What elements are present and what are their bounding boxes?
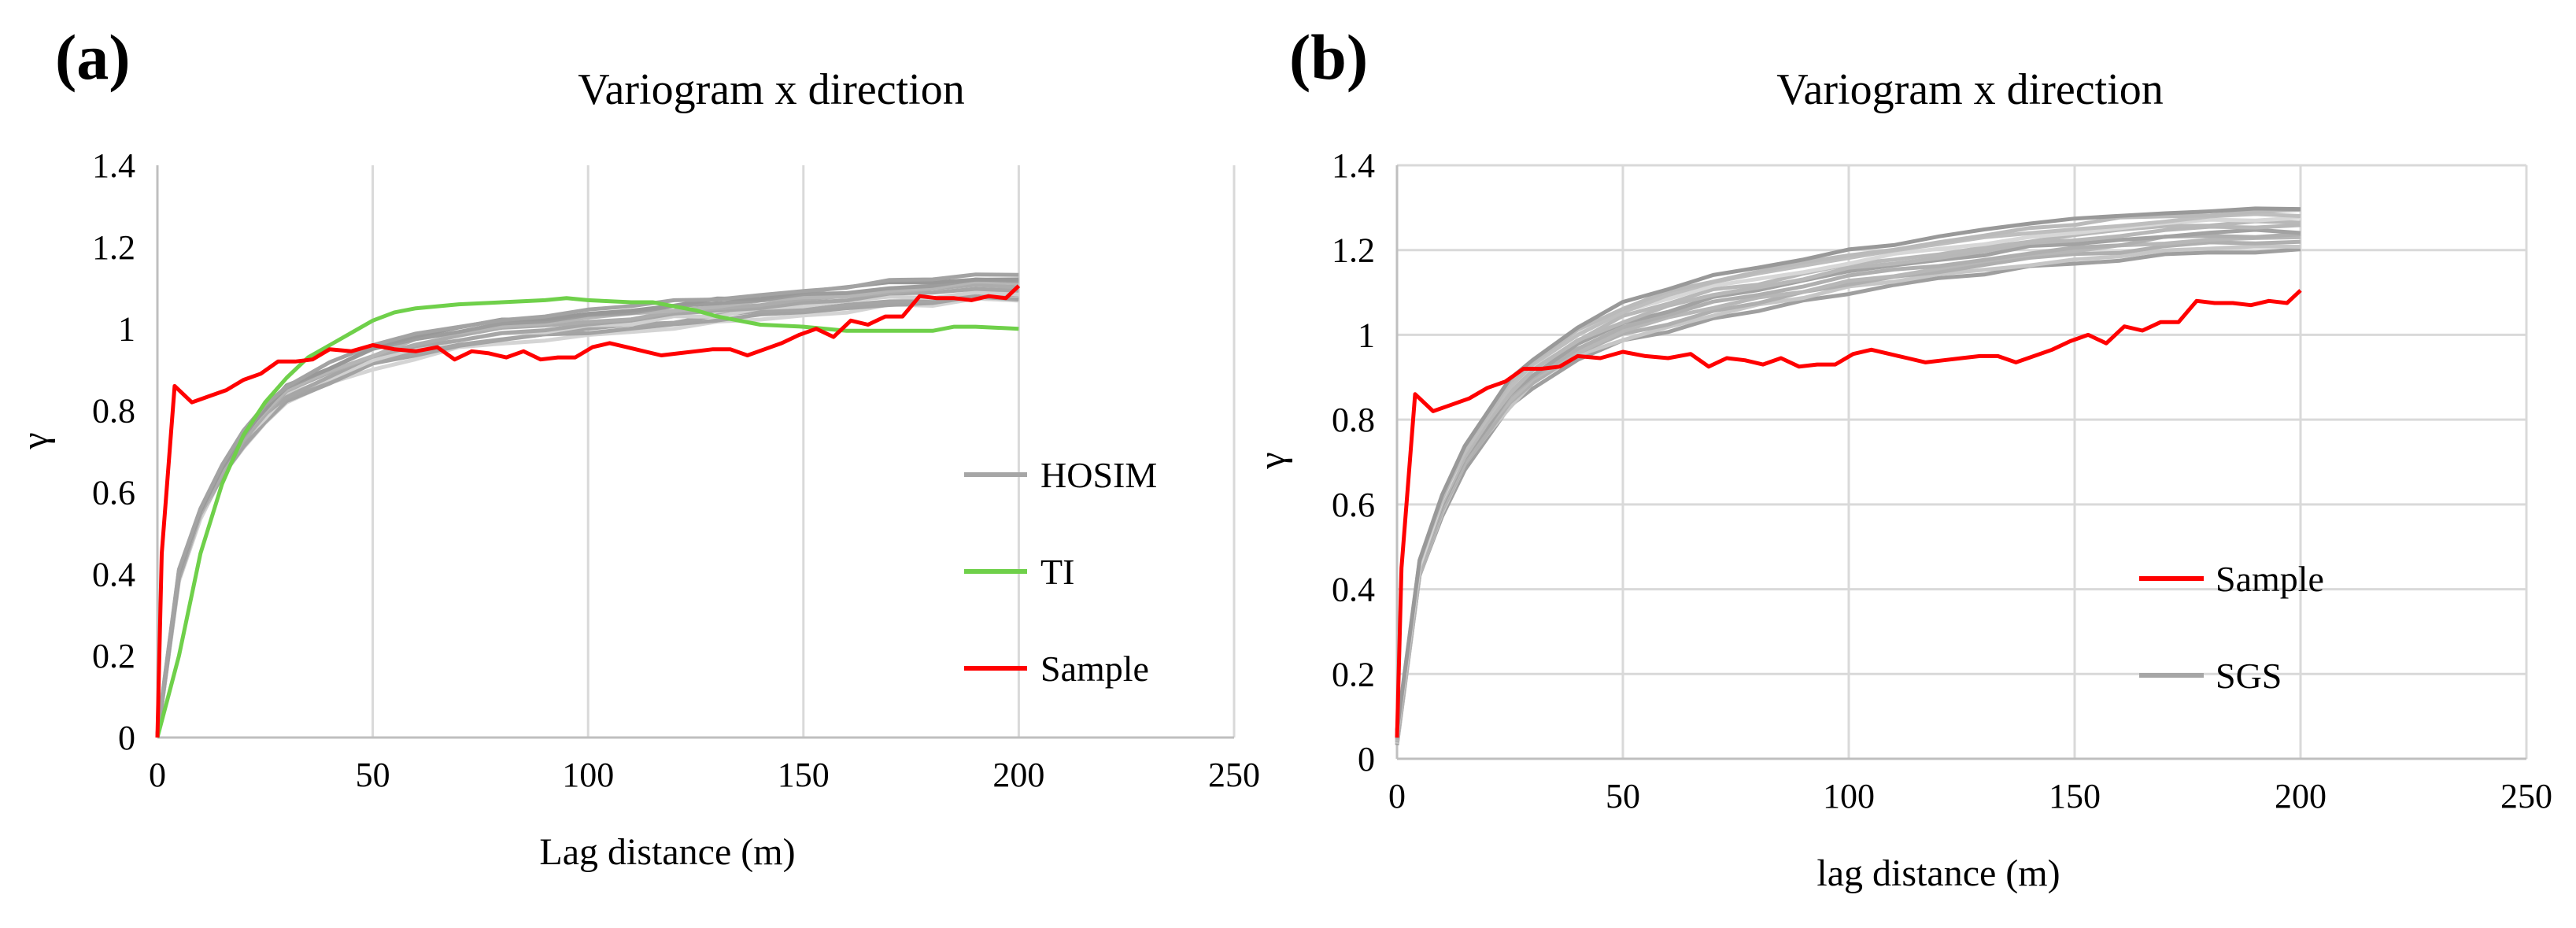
x-tick-label: 100	[1823, 777, 1875, 815]
chart-panel-b: (b) Variogram x direction lag distance (…	[1251, 21, 2552, 894]
x-tick-label: 200	[992, 756, 1044, 794]
x-tick-label: 0	[1388, 777, 1406, 815]
y-tick-label: 0	[118, 719, 135, 757]
y-tick-label: 1	[1358, 316, 1375, 354]
x-tick-label: 150	[2049, 777, 2101, 815]
legend-label-sgs: SGS	[2216, 656, 2282, 696]
x-axis-label-b: lag distance (m)	[1817, 852, 2060, 894]
y-tick-label: 0.6	[1332, 486, 1375, 524]
legend-label-sample-a: Sample	[1040, 649, 1149, 689]
y-tick-label: 1.4	[1332, 146, 1375, 185]
y-tick-label: 0	[1358, 740, 1375, 778]
series-line-ti	[155, 296, 1019, 738]
y-tick-label: 0.8	[92, 392, 135, 431]
panel-label-a: (a)	[55, 21, 131, 93]
x-tick-label: 100	[562, 756, 614, 794]
chart-title-b: Variogram x direction	[1776, 65, 2163, 114]
y-tick-label: 1.4	[92, 146, 135, 185]
panel-label-b: (b)	[1289, 21, 1368, 93]
legend-label-sample-b: Sample	[2216, 559, 2324, 599]
axes-a	[156, 165, 1234, 739]
x-tick-label: 250	[1208, 756, 1260, 794]
x-tick-label: 50	[356, 756, 390, 794]
y-tick-label: 0.8	[1332, 401, 1375, 439]
x-tick-label: 150	[778, 756, 830, 794]
x-axis-label-a: Lag distance (m)	[539, 831, 795, 873]
y-tick-label: 0.6	[92, 473, 135, 512]
x-tick-label: 200	[2275, 777, 2327, 815]
chart-panel-a: (a) Variogram x direction Lag distance (…	[14, 21, 1260, 873]
series-group-a	[155, 272, 1021, 738]
series-line-sgs	[1395, 206, 2301, 730]
series-line-sample	[155, 284, 1021, 738]
x-tick-label: 0	[149, 756, 166, 794]
y-axis-label-a: γ	[14, 432, 56, 449]
y-tick-label: 1.2	[92, 228, 135, 267]
gridlines-a	[371, 165, 1236, 738]
y-axis-label-b: γ	[1251, 452, 1293, 469]
y-tick-label: 0.2	[1332, 655, 1375, 693]
y-tick-label: 0.4	[1332, 571, 1375, 609]
y-tick-label: 1.2	[1332, 231, 1375, 270]
series-line-sgs	[1395, 247, 2301, 745]
legend-a: HOSIM TI Sample	[964, 455, 1157, 689]
y-tick-label: 0.4	[92, 555, 135, 593]
tick-labels-a: 0 50 100 150 200 250 0 0.2 0.4 0.6 0.8 1 1.2 1.4	[92, 146, 1260, 794]
series-line-sgs	[1395, 239, 2301, 743]
legend-label-hosim: HOSIM	[1040, 455, 1157, 495]
axes-b	[1395, 165, 2526, 760]
series-group-b	[1395, 206, 2302, 745]
chart-title-a: Variogram x direction	[578, 65, 964, 114]
series-line-hosim	[155, 272, 1019, 734]
legend-b: Sample SGS	[2139, 559, 2324, 696]
x-tick-label: 250	[2500, 777, 2552, 815]
y-tick-label: 1	[118, 310, 135, 349]
tick-labels-b: 0 50 100 150 200 250 0 0.2 0.4 0.6 0.8 1 1.2 1.4	[1332, 146, 2552, 815]
x-tick-label: 50	[1606, 777, 1640, 815]
series-line-sample	[1395, 289, 2302, 738]
legend-label-ti: TI	[1040, 552, 1074, 592]
y-tick-label: 0.2	[92, 637, 135, 675]
